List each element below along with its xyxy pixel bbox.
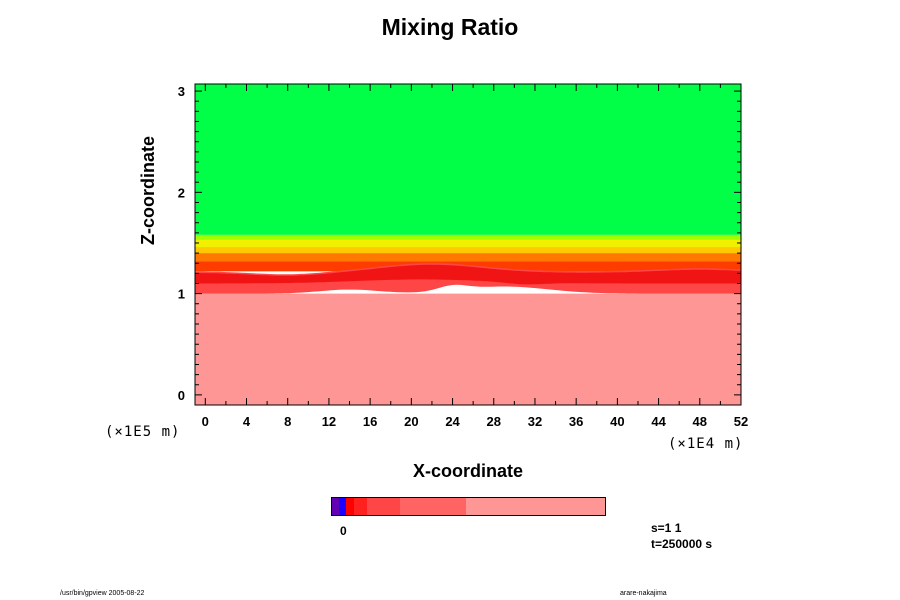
layer-transition-orange bbox=[195, 253, 741, 262]
colorbar-segment bbox=[367, 498, 401, 515]
y-tick-label: 3 bbox=[178, 84, 185, 99]
chart-title: Mixing Ratio bbox=[381, 14, 519, 40]
y-tick-label: 0 bbox=[178, 388, 185, 403]
y-axis-label: Z-coordinate bbox=[138, 135, 158, 245]
x-scale-label: (×1E4 m) bbox=[668, 436, 744, 452]
x-tick-label: 48 bbox=[693, 414, 707, 429]
x-tick-label: 0 bbox=[202, 414, 209, 429]
layer-upper bbox=[195, 84, 741, 235]
colorbar-zero-label: 0 bbox=[340, 524, 347, 538]
colorbar-segment bbox=[400, 498, 466, 515]
x-tick-label: 40 bbox=[610, 414, 624, 429]
layer-transition-yellow bbox=[195, 239, 741, 248]
x-axis-label: X-coordinate bbox=[412, 461, 523, 481]
x-tick-label: 44 bbox=[651, 414, 666, 429]
y-tick-label: 1 bbox=[178, 287, 185, 302]
x-tick-label: 16 bbox=[363, 414, 377, 429]
time-info: t=250000 s bbox=[651, 537, 713, 551]
x-tick-label: 32 bbox=[528, 414, 542, 429]
section-info: s=1 1 bbox=[651, 521, 682, 535]
x-tick-label: 24 bbox=[445, 414, 460, 429]
colorbar-segment bbox=[338, 498, 346, 515]
colorbar-segment bbox=[353, 498, 368, 515]
x-tick-label: 8 bbox=[284, 414, 291, 429]
y-scale-label: (×1E5 m) bbox=[105, 424, 181, 440]
x-tick-label: 28 bbox=[487, 414, 501, 429]
layer-transition-yellow-green bbox=[195, 234, 741, 240]
x-tick-label: 52 bbox=[734, 414, 748, 429]
colorbar-segment bbox=[345, 498, 354, 515]
layer-transition-yellow-orange bbox=[195, 247, 741, 254]
footer-left: /usr/bin/gpview 2005-08-22 bbox=[60, 590, 145, 597]
plot-frame bbox=[194, 83, 742, 406]
colorbar-segment bbox=[332, 498, 339, 515]
footer-right: arare-nakajima bbox=[620, 590, 667, 597]
x-tick-label: 20 bbox=[404, 414, 418, 429]
x-tick-label: 36 bbox=[569, 414, 583, 429]
x-tick-label: 12 bbox=[322, 414, 336, 429]
info-block: s=1 1 t=250000 s bbox=[651, 520, 712, 552]
layer-dark-band bbox=[195, 264, 741, 285]
x-tick-label: 4 bbox=[243, 414, 251, 429]
colorbar-segment bbox=[465, 498, 605, 515]
colorbar bbox=[331, 497, 606, 516]
y-tick-label: 2 bbox=[178, 185, 185, 200]
layer-lower bbox=[195, 293, 741, 405]
